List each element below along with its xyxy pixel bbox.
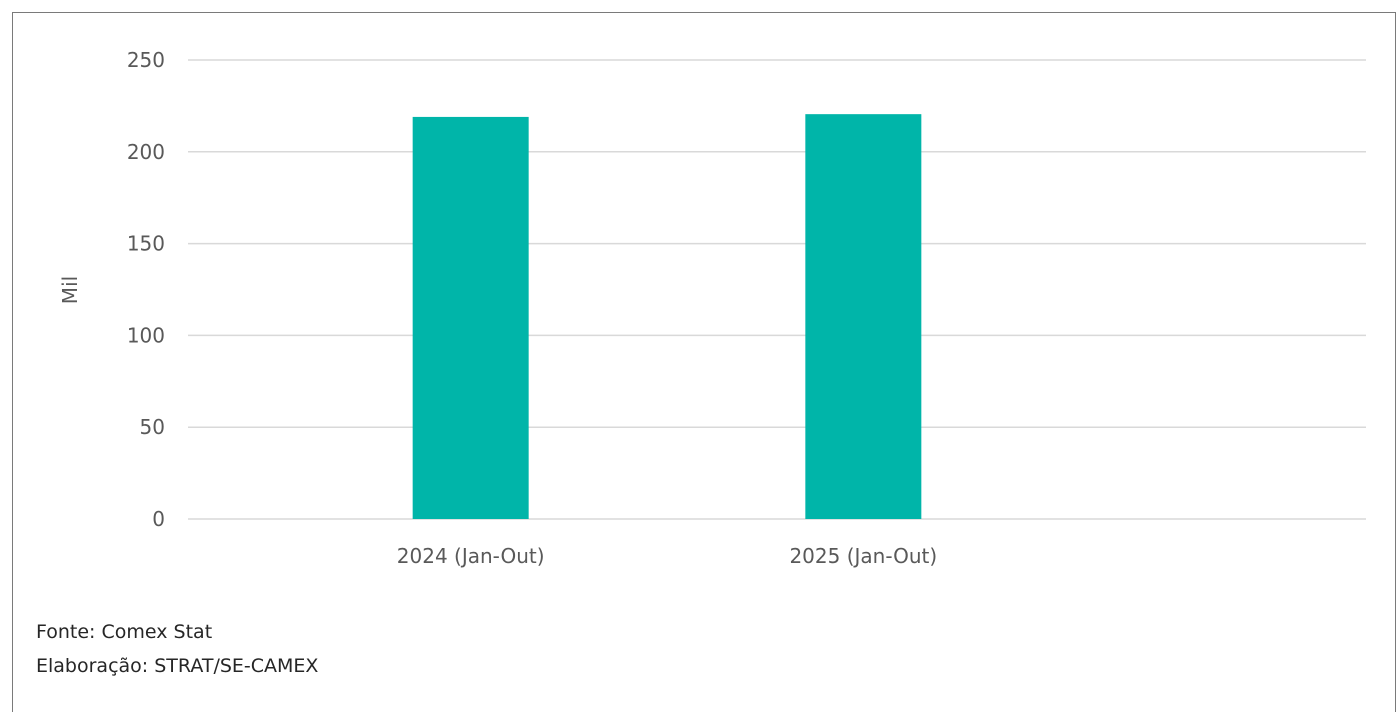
y-tick-label: 100 (127, 323, 165, 347)
y-tick-label: 200 (127, 140, 165, 164)
x-tick-label: 2024 (Jan-Out) (397, 544, 545, 568)
gridlines (188, 59, 1366, 520)
source-note: Fonte: Comex Stat (36, 621, 213, 643)
bars (412, 114, 922, 520)
y-axis-label: Mil (58, 276, 82, 304)
bar (805, 114, 922, 520)
chart-frame (12, 12, 1396, 712)
y-tick-label: 50 (140, 415, 165, 439)
y-tick-label: 150 (127, 232, 165, 256)
y-tick-label: 250 (127, 48, 165, 72)
y-axis-ticks: 0 50 100 150 200 250 (127, 48, 165, 531)
x-axis-ticks: 2024 (Jan-Out) 2025 (Jan-Out) (397, 544, 937, 568)
elaboration-note: Elaboração: STRAT/SE-CAMEX (36, 655, 319, 677)
bar (412, 116, 529, 519)
x-tick-label: 2025 (Jan-Out) (789, 544, 937, 568)
y-tick-label: 0 (152, 507, 165, 531)
